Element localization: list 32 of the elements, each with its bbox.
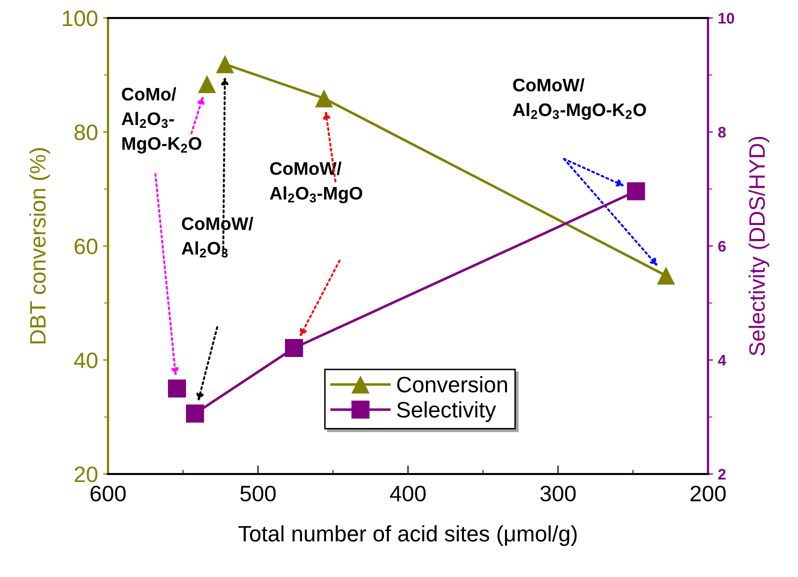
annotation: CoMoW/ Al$_{2}$O$_{3}$-MgO — [270, 162, 362, 204]
point — [216, 55, 234, 74]
x-tick-label: 600 — [90, 486, 126, 502]
x-tick-label: 400 — [390, 486, 426, 502]
text: CoMo/ Al$_{2}$O$_{3}$- MgO-K$_{2}$O — [122, 87, 202, 154]
legend-label: Conversion — [397, 376, 507, 392]
y-tick-label: 60 — [74, 238, 98, 254]
legend-label: Selectivity — [397, 401, 496, 422]
y2-tick-label: 4 — [718, 355, 726, 366]
y-tick-label: 40 — [74, 352, 98, 368]
y2-tick-label: 10 — [718, 12, 734, 24]
x-tick-label: 300 — [540, 486, 576, 502]
x-axis-title: Total number of acid sites (μmol/g) — [238, 525, 577, 546]
x-tick-label: 200 — [690, 486, 726, 502]
point — [314, 89, 334, 108]
annotation: CoMoW/ Al$_{2}$O$_{3}$-MgO-K$_{2}$O — [512, 78, 646, 120]
y-axis-title: DBT conversion (%) — [29, 148, 50, 344]
point — [186, 404, 204, 423]
point — [198, 75, 216, 94]
y2-tick-label: 6 — [718, 240, 726, 252]
annotation: CoMoW/ Al$_{2}$O$_{3}$ — [182, 216, 254, 258]
y-tick-label: 80 — [74, 124, 98, 140]
point — [656, 266, 676, 285]
y-tick-label: 20 — [74, 466, 98, 482]
x-tick-label: 500 — [240, 486, 276, 502]
point — [626, 182, 646, 200]
y-tick-label: 100 — [62, 10, 98, 26]
point — [168, 379, 186, 398]
y2-tick-label: 8 — [718, 126, 726, 138]
y2-tick-label: 2 — [718, 468, 726, 480]
point — [284, 339, 304, 358]
y2-axis-title: Selectivity (DDS/HYD) — [748, 136, 770, 356]
